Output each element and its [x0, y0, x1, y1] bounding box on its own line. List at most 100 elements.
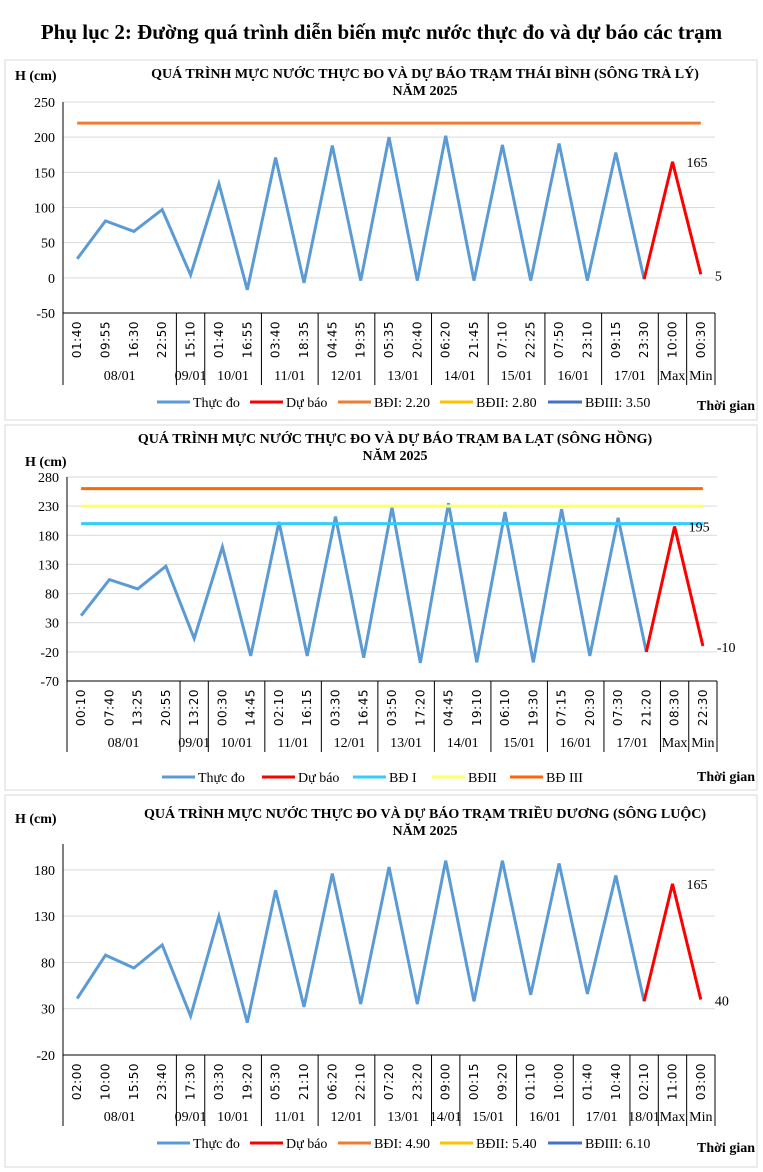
legend-label: BĐI: 4.90 — [374, 1137, 430, 1152]
x-tick-label: 03:30 — [328, 689, 342, 726]
x-tick-label: 03:50 — [385, 689, 399, 726]
date-group-label: Min — [689, 1110, 712, 1125]
chart-title: QUÁ TRÌNH MỰC NƯỚC THỰC ĐO VÀ DỰ BÁO TRẠ… — [144, 805, 706, 822]
y-tick-label: -20 — [36, 1049, 55, 1064]
date-group-label: 17/01 — [586, 1110, 618, 1125]
x-tick-label: 07:15 — [555, 689, 569, 726]
date-group-label: 08/01 — [104, 1110, 136, 1125]
y-axis-label: H (cm) — [25, 455, 67, 470]
legend-label: BĐII: 5.40 — [476, 1137, 537, 1152]
date-group-label: 11/01 — [277, 736, 308, 751]
legend-label: BĐII: 2.80 — [476, 396, 537, 411]
chart-1: QUÁ TRÌNH MỰC NƯỚC THỰC ĐO VÀ DỰ BÁO TRẠ… — [4, 59, 758, 421]
y-tick-label: -50 — [36, 307, 55, 322]
legend-label: BĐ I — [389, 771, 417, 786]
y-tick-label: -70 — [40, 675, 59, 690]
x-tick-label: 07:50 — [552, 321, 566, 358]
y-tick-label: 50 — [41, 237, 55, 252]
data-label: 40 — [715, 994, 729, 1009]
chart-title: QUÁ TRÌNH MỰC NƯỚC THỰC ĐO VÀ DỰ BÁO TRẠ… — [151, 65, 699, 82]
x-tick-label: 23:30 — [637, 321, 651, 358]
x-tick-label: 19:10 — [470, 689, 484, 726]
date-group-label: 12/01 — [334, 736, 366, 751]
date-group-label: Max — [662, 736, 688, 751]
date-group-label: 13/01 — [387, 369, 419, 384]
x-tick-label: 09:15 — [609, 321, 623, 358]
date-group-label: 09/01 — [175, 1110, 207, 1125]
x-tick-label: 15:10 — [184, 321, 198, 358]
date-group-label: 09/01 — [175, 369, 207, 384]
chart-title: NĂM 2025 — [393, 82, 458, 99]
x-tick-label: 14:45 — [244, 689, 258, 726]
x-tick-label: 00:15 — [467, 1063, 481, 1100]
x-tick-label: 17:30 — [184, 1063, 198, 1100]
date-group-label: 13/01 — [390, 736, 422, 751]
y-tick-label: 180 — [34, 864, 55, 879]
date-group-label: 16/01 — [557, 369, 589, 384]
x-tick-label: 09:00 — [439, 1063, 453, 1100]
chart-frame — [4, 794, 758, 1168]
y-tick-label: 130 — [34, 910, 55, 925]
x-tick-label: 04:45 — [325, 321, 339, 358]
legend-label: BĐII — [468, 771, 497, 786]
x-tick-label: 10:00 — [665, 321, 679, 358]
x-tick-label: 09:20 — [495, 1063, 509, 1100]
x-tick-label: 22:10 — [354, 1063, 368, 1100]
y-axis-label: H (cm) — [15, 812, 57, 827]
date-group-label: 14/01 — [447, 736, 479, 751]
x-tick-label: 07:20 — [382, 1063, 396, 1100]
x-tick-label: 16:45 — [357, 689, 371, 726]
x-tick-label: 06:10 — [498, 689, 512, 726]
date-group-label: 08/01 — [104, 369, 136, 384]
legend-label: Thực đo — [198, 771, 245, 786]
date-group-label: 08/01 — [108, 736, 140, 751]
chart-frame — [4, 59, 758, 421]
x-tick-label: 23:20 — [410, 1063, 424, 1100]
chart-frame — [4, 424, 758, 791]
date-group-label: 18/01 — [628, 1110, 660, 1125]
date-group-label: Min — [691, 736, 714, 751]
chart-title: NĂM 2025 — [393, 822, 458, 839]
x-tick-label: 01:40 — [580, 1063, 594, 1100]
x-tick-label: 11:00 — [665, 1063, 679, 1100]
date-group-label: 15/01 — [472, 1110, 504, 1125]
date-group-label: 15/01 — [503, 736, 535, 751]
x-tick-label: 16:15 — [300, 689, 314, 726]
x-tick-label: 00:30 — [215, 689, 229, 726]
x-tick-label: 22:50 — [155, 321, 169, 358]
y-tick-label: 130 — [38, 558, 59, 573]
x-tick-label: 20:30 — [583, 689, 597, 726]
date-group-label: 10/01 — [217, 1110, 249, 1125]
legend-label: BĐIII: 6.10 — [585, 1137, 650, 1152]
x-tick-label: 19:20 — [240, 1063, 254, 1100]
x-tick-label: 01:40 — [70, 321, 84, 358]
y-tick-label: 200 — [34, 131, 55, 146]
date-group-label: 11/01 — [274, 1110, 305, 1125]
x-tick-label: 03:30 — [212, 1063, 226, 1100]
y-axis-label: H (cm) — [15, 69, 57, 84]
date-group-label: 14/01 — [444, 369, 476, 384]
legend-label: Dự báo — [286, 396, 327, 411]
x-tick-label: 16:55 — [240, 321, 254, 358]
x-tick-label: 10:00 — [552, 1063, 566, 1100]
page-title: Phụ lục 2: Đường quá trình diễn biến mực… — [40, 20, 723, 44]
y-tick-label: 150 — [34, 166, 55, 181]
chart-2: QUÁ TRÌNH MỰC NƯỚC THỰC ĐO VÀ DỰ BÁO TRẠ… — [4, 424, 758, 791]
x-tick-label: 01:40 — [212, 321, 226, 358]
x-tick-label: 19:35 — [354, 321, 368, 358]
legend-label: BĐI: 2.20 — [374, 396, 430, 411]
date-group-label: 14/01 — [430, 1110, 462, 1125]
y-tick-label: 230 — [38, 500, 59, 515]
x-tick-label: 16:30 — [127, 321, 141, 358]
x-tick-label: 18:35 — [297, 321, 311, 358]
date-group-label: Min — [689, 369, 712, 384]
y-tick-label: 30 — [41, 1003, 55, 1018]
x-tick-label: 17:20 — [413, 689, 427, 726]
x-tick-label: 10:40 — [609, 1063, 623, 1100]
data-label: 165 — [686, 878, 707, 893]
data-label: 195 — [689, 521, 710, 536]
x-tick-label: 08:30 — [668, 689, 682, 726]
date-group-label: 12/01 — [331, 1110, 363, 1125]
data-label: -10 — [717, 641, 736, 656]
